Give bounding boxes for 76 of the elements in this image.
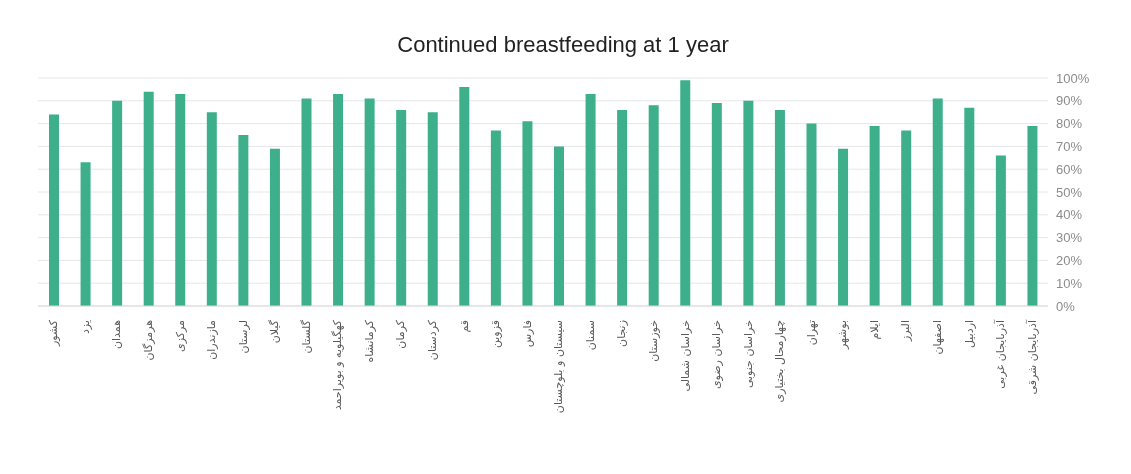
x-tick-label: خراسان شمالی bbox=[678, 320, 692, 392]
bar bbox=[49, 114, 59, 306]
x-tick-label: کرمان bbox=[394, 319, 408, 349]
x-tick-label: قزوین bbox=[489, 320, 503, 349]
x-tick-label: اردبیل bbox=[962, 320, 976, 348]
x-tick-label: آذربایجان غربی bbox=[993, 319, 1008, 389]
x-tick-label: بوشهر bbox=[836, 320, 850, 351]
bar bbox=[648, 105, 659, 306]
x-tick-label: کهگیلویه و بویراحمد bbox=[331, 319, 345, 411]
y-tick-label: 60% bbox=[1056, 161, 1083, 177]
bar bbox=[333, 93, 344, 306]
x-tick-label: قم bbox=[457, 320, 471, 333]
y-tick-label: 10% bbox=[1056, 275, 1083, 291]
x-tick-label: کرمانشاه bbox=[362, 319, 376, 363]
bar bbox=[80, 162, 91, 306]
bar bbox=[490, 130, 501, 306]
y-tick-label: 0% bbox=[1056, 298, 1076, 314]
x-tick-label: خوزستان bbox=[646, 320, 660, 362]
bar bbox=[901, 130, 912, 306]
x-tick-label: خراسان رضوی bbox=[710, 320, 724, 390]
x-tick-label: مازندران bbox=[205, 319, 219, 360]
y-tick-label: 40% bbox=[1056, 207, 1083, 223]
y-tick-label: 80% bbox=[1056, 116, 1083, 132]
x-tick-label: سمنان bbox=[583, 320, 597, 351]
bar bbox=[806, 123, 817, 306]
bar bbox=[175, 93, 186, 306]
bar bbox=[838, 148, 849, 306]
x-tick-label: ایلام bbox=[867, 320, 881, 340]
bar bbox=[396, 109, 407, 306]
x-tick-label: یزد bbox=[78, 320, 92, 335]
bar bbox=[932, 98, 943, 306]
x-tick-label: هرمزگان bbox=[141, 319, 155, 361]
x-tick-label: گیلان bbox=[268, 319, 282, 344]
bar bbox=[301, 98, 312, 306]
x-tick-label: سیستان و بلوچستان bbox=[552, 320, 566, 414]
x-tick-label: اصفهان bbox=[931, 320, 945, 355]
chart-title: Continued breastfeeding at 1 year bbox=[396, 31, 730, 59]
bar bbox=[617, 109, 628, 306]
x-tick-label: مرکزی bbox=[173, 319, 187, 352]
x-tick-label: همدان bbox=[110, 319, 124, 350]
y-tick-label: 90% bbox=[1056, 93, 1083, 109]
x-tick-label: گلستان bbox=[299, 319, 313, 354]
x-tick-label: البرز bbox=[899, 320, 913, 343]
x-tick-label: لرستان bbox=[236, 320, 250, 354]
bar bbox=[238, 135, 249, 306]
bar bbox=[711, 103, 722, 306]
bar bbox=[364, 98, 375, 306]
bar bbox=[964, 107, 975, 306]
bar bbox=[112, 100, 123, 306]
bar bbox=[869, 125, 880, 306]
bar bbox=[269, 148, 280, 306]
bar bbox=[206, 112, 217, 306]
bar bbox=[459, 87, 470, 306]
bar bbox=[743, 100, 754, 306]
x-tick-label: زنجان bbox=[615, 320, 629, 347]
x-tick-label: فارس bbox=[520, 320, 534, 348]
x-tick-label: چهارمحال بختیاری bbox=[773, 320, 787, 403]
bar bbox=[585, 93, 596, 306]
bar bbox=[554, 146, 564, 306]
y-tick-label: 100% bbox=[1056, 70, 1090, 86]
bar bbox=[522, 121, 533, 306]
y-tick-label: 70% bbox=[1056, 139, 1083, 155]
bar bbox=[427, 112, 438, 306]
y-tick-label: 20% bbox=[1056, 253, 1083, 269]
y-tick-label: 30% bbox=[1056, 230, 1083, 246]
bar bbox=[774, 109, 785, 306]
bar bbox=[143, 91, 154, 306]
x-tick-label: آذربایجان شرقی bbox=[1024, 319, 1039, 395]
bar bbox=[995, 155, 1006, 306]
x-tick-label: کشور bbox=[47, 319, 61, 348]
x-tick-label: تهران bbox=[804, 320, 818, 346]
x-tick-label: خراسان جنوبی bbox=[741, 320, 755, 389]
bar bbox=[1027, 125, 1038, 306]
x-tick-label: کردستان bbox=[426, 319, 440, 361]
bar bbox=[680, 80, 691, 306]
y-tick-label: 50% bbox=[1056, 184, 1083, 200]
